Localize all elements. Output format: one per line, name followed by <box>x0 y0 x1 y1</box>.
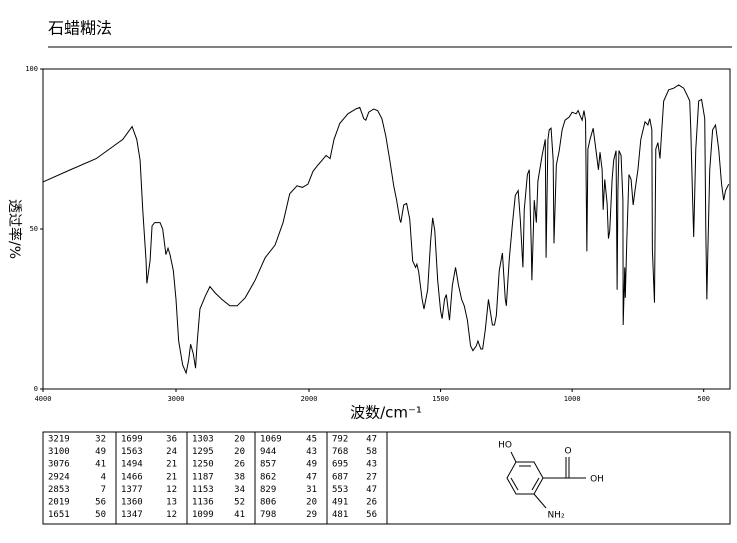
structure-label: NH₂ <box>547 511 565 521</box>
table-wavenumber: 1699 <box>121 435 143 445</box>
table-intensity: 45 <box>306 435 317 445</box>
table-wavenumber: 857 <box>260 460 276 470</box>
ring <box>506 461 544 495</box>
table-intensity: 20 <box>234 447 245 457</box>
table-wavenumber: 2853 <box>48 485 70 495</box>
table-intensity: 20 <box>306 498 317 508</box>
table-wavenumber: 1377 <box>121 485 143 495</box>
x-tick-label: 4000 <box>35 395 52 403</box>
table-wavenumber: 2924 <box>48 472 70 482</box>
table-intensity: 21 <box>166 460 177 470</box>
table-wavenumber: 798 <box>260 510 276 520</box>
bond <box>510 451 517 463</box>
table-wavenumber: 1651 <box>48 510 70 520</box>
table-intensity: 24 <box>166 447 177 457</box>
x-tick-label: 500 <box>697 395 710 403</box>
table-intensity: 31 <box>306 485 317 495</box>
table-intensity: 49 <box>306 460 317 470</box>
table-wavenumber: 695 <box>332 460 348 470</box>
table-wavenumber: 1250 <box>192 460 214 470</box>
table-wavenumber: 2019 <box>48 498 70 508</box>
table-intensity: 38 <box>234 472 245 482</box>
table-wavenumber: 1494 <box>121 460 143 470</box>
table-intensity: 36 <box>166 435 177 445</box>
structure <box>506 451 586 509</box>
table-intensity: 26 <box>366 498 377 508</box>
table-intensity: 32 <box>95 435 106 445</box>
y-tick-label: 100 <box>25 65 38 73</box>
table-intensity: 12 <box>166 510 177 520</box>
table-intensity: 52 <box>234 498 245 508</box>
table-wavenumber: 1466 <box>121 472 143 482</box>
table-wavenumber: 829 <box>260 485 276 495</box>
table-wavenumber: 491 <box>332 498 348 508</box>
table-wavenumber: 792 <box>332 435 348 445</box>
table-wavenumber: 1347 <box>121 510 143 520</box>
table-wavenumber: 1563 <box>121 447 143 457</box>
table-wavenumber: 553 <box>332 485 348 495</box>
table-wavenumber: 768 <box>332 447 348 457</box>
table-wavenumber: 687 <box>332 472 348 482</box>
table-wavenumber: 1136 <box>192 498 214 508</box>
x-tick-label: 2000 <box>301 395 318 403</box>
table-intensity: 41 <box>95 460 106 470</box>
ring-double <box>510 477 519 491</box>
table-intensity: 47 <box>306 472 317 482</box>
table-intensity: 50 <box>95 510 106 520</box>
structure-label: O <box>564 447 571 457</box>
spectrum-line <box>42 84 730 375</box>
table-intensity: 56 <box>95 498 106 508</box>
table-wavenumber: 481 <box>332 510 348 520</box>
table-intensity: 49 <box>95 447 106 457</box>
table-wavenumber: 806 <box>260 498 276 508</box>
table-wavenumber: 944 <box>260 447 276 457</box>
table-intensity: 43 <box>366 460 377 470</box>
table-wavenumber: 1295 <box>192 447 214 457</box>
table-wavenumber: 1360 <box>121 498 143 508</box>
x-tick-label: 3000 <box>168 395 185 403</box>
table-intensity: 12 <box>166 485 177 495</box>
table-intensity: 47 <box>366 485 377 495</box>
table-intensity: 41 <box>234 510 245 520</box>
table-intensity: 34 <box>234 485 245 495</box>
table-wavenumber: 1099 <box>192 510 214 520</box>
y-tick-label: 0 <box>34 385 38 393</box>
table-wavenumber: 3100 <box>48 447 70 457</box>
y-tick-label: 50 <box>30 225 38 233</box>
table-intensity: 20 <box>234 435 245 445</box>
bond <box>533 493 547 509</box>
table-intensity: 26 <box>234 460 245 470</box>
x-tick-label: 1000 <box>564 395 581 403</box>
table-intensity: 4 <box>101 472 106 482</box>
table-intensity: 56 <box>366 510 377 520</box>
table-wavenumber: 1187 <box>192 472 214 482</box>
table-wavenumber: 1303 <box>192 435 214 445</box>
table-intensity: 21 <box>166 472 177 482</box>
table-intensity: 7 <box>101 485 106 495</box>
table-wavenumber: 1069 <box>260 435 282 445</box>
table-intensity: 58 <box>366 447 377 457</box>
table-wavenumber: 3219 <box>48 435 70 445</box>
table-intensity: 29 <box>306 510 317 520</box>
table-intensity: 47 <box>366 435 377 445</box>
table-wavenumber: 3076 <box>48 460 70 470</box>
ring-double <box>531 477 540 491</box>
x-axis-label: 波数/cm⁻¹ <box>350 404 422 422</box>
table-intensity: 27 <box>366 472 377 482</box>
table-intensity: 43 <box>306 447 317 457</box>
y-axis-label: 透过率/% <box>6 199 23 259</box>
table-wavenumber: 862 <box>260 472 276 482</box>
chart-title: 石蜡糊法 <box>48 19 112 38</box>
table-wavenumber: 1153 <box>192 485 214 495</box>
table-intensity: 13 <box>166 498 177 508</box>
structure-label: HO <box>498 441 512 451</box>
structure-label: OH <box>590 475 604 485</box>
x-tick-label: 1500 <box>432 395 449 403</box>
